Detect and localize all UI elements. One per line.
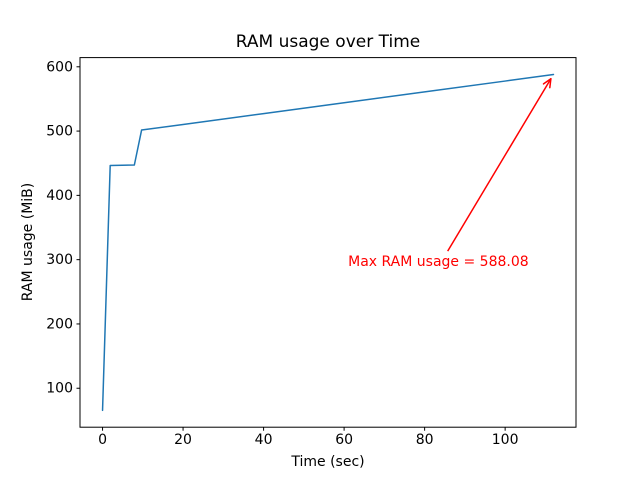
chart-title: RAM usage over Time [235,32,421,52]
y-tick-label: 100 [46,381,73,397]
annotation-arrow-head [549,77,552,89]
x-tick-label: 60 [335,432,353,448]
max-ram-annotation: Max RAM usage = 588.08 [348,254,529,271]
x-tick-label: 40 [255,432,273,448]
annotation-arrow-head [542,77,552,85]
x-tick-label: 100 [492,432,519,448]
y-tick-label: 400 [46,188,73,204]
annotation-arrow-shaft [447,78,552,252]
y-tick-label: 500 [46,124,73,140]
x-axis-label: Time (sec) [291,454,365,470]
y-axis-label: RAM usage (MiB) [20,182,36,302]
x-tick-label: 20 [174,432,192,448]
y-tick-label: 200 [46,316,73,332]
y-tick-label: 300 [46,252,73,268]
x-tick-label: 80 [416,432,434,448]
y-tick-label: 600 [46,59,73,75]
axes-spines [79,57,577,428]
ram-usage-line [101,73,555,412]
x-tick-label: 0 [98,432,107,448]
